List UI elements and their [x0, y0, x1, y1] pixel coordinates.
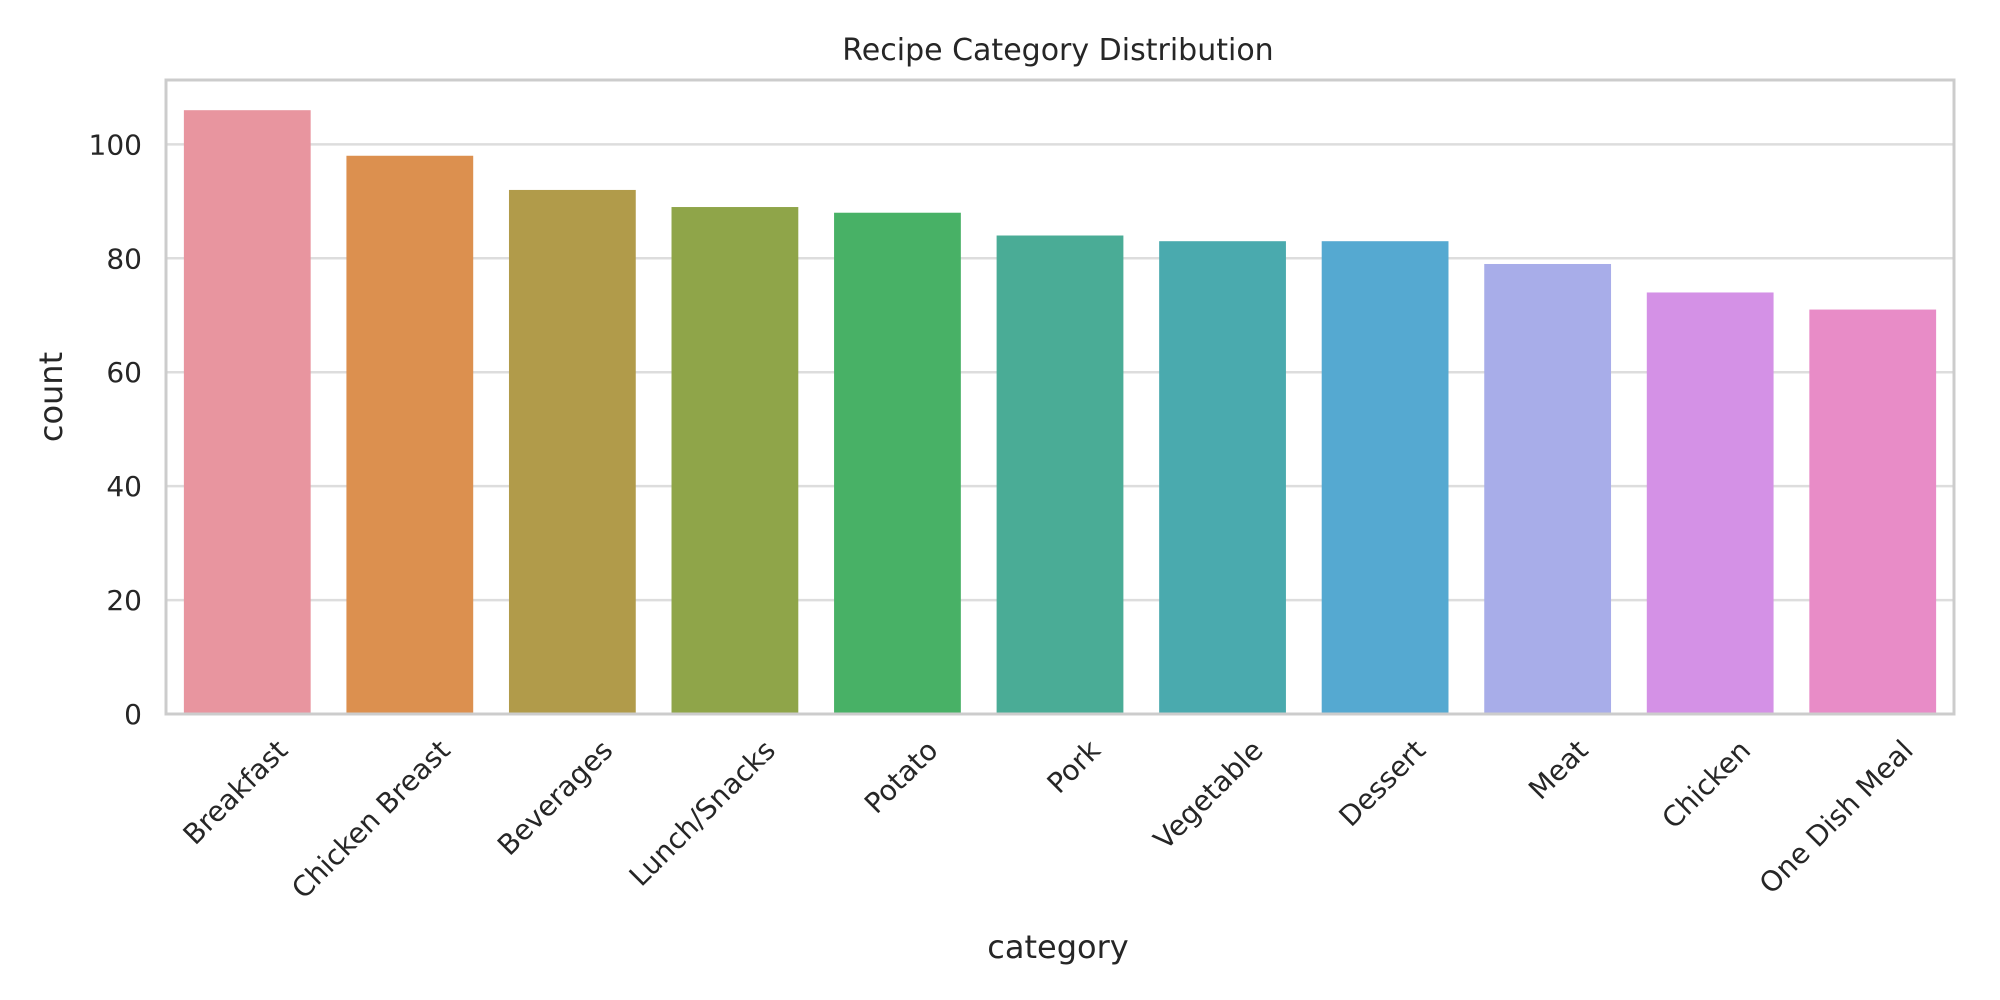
- bar-lunch-snacks: [671, 207, 799, 715]
- y-axis-label: count: [32, 352, 70, 442]
- y-tick-label: 60: [106, 356, 142, 389]
- bar-potato: [834, 212, 961, 714]
- bar-pork: [996, 235, 1124, 714]
- y-tick-labels: 0 20 40 60 80 100: [89, 128, 142, 731]
- bar-dessert: [1321, 241, 1449, 714]
- bar-chicken: [1646, 292, 1774, 714]
- bar-vegetable: [1159, 241, 1286, 714]
- x-axis-label: category: [987, 928, 1128, 966]
- bar-beverages: [508, 189, 636, 714]
- bar-chicken-breast: [346, 155, 474, 715]
- bars: [183, 110, 1937, 715]
- y-tick-label: 0: [124, 698, 142, 731]
- y-tick-label: 80: [106, 242, 142, 275]
- chart-title: Recipe Category Distribution: [842, 33, 1273, 68]
- y-tick-label: 40: [106, 470, 142, 503]
- y-tick-label: 20: [106, 584, 142, 617]
- bar-one-dish-meal: [1809, 309, 1937, 714]
- y-tick-label: 100: [89, 128, 142, 161]
- bar-breakfast: [183, 110, 311, 714]
- bar-meat: [1484, 263, 1612, 714]
- plot-frame: [164, 78, 1956, 716]
